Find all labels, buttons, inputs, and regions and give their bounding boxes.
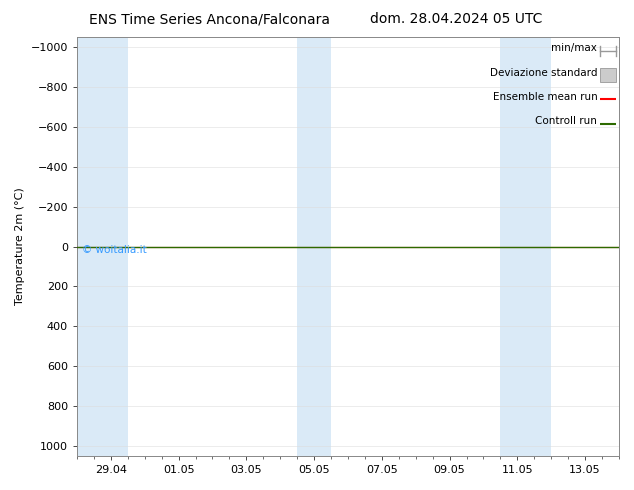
Text: Deviazione standard: Deviazione standard xyxy=(490,68,597,77)
Bar xyxy=(297,37,331,456)
Text: Controll run: Controll run xyxy=(536,116,597,126)
Text: min/max: min/max xyxy=(552,43,597,53)
Text: dom. 28.04.2024 05 UTC: dom. 28.04.2024 05 UTC xyxy=(370,12,543,26)
Bar xyxy=(500,37,551,456)
Text: Ensemble mean run: Ensemble mean run xyxy=(493,92,597,102)
Y-axis label: Temperature 2m (°C): Temperature 2m (°C) xyxy=(15,188,25,305)
Bar xyxy=(600,68,616,82)
Text: © woitalia.it: © woitalia.it xyxy=(82,245,147,255)
Text: ENS Time Series Ancona/Falconara: ENS Time Series Ancona/Falconara xyxy=(89,12,330,26)
Bar xyxy=(77,37,128,456)
